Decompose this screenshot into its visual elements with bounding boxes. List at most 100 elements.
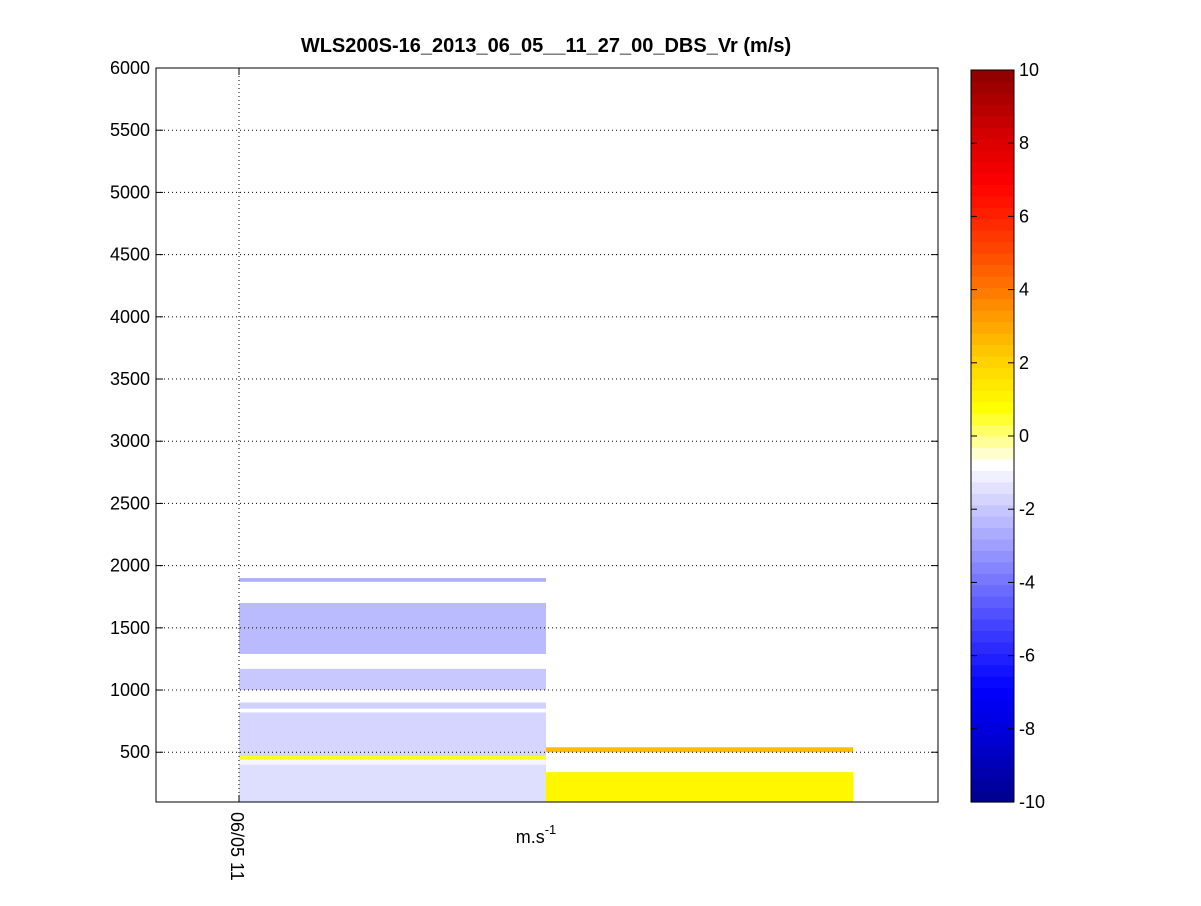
colorbar-band bbox=[971, 596, 1014, 609]
colorbar-band bbox=[971, 424, 1014, 437]
plot-frame bbox=[155, 67, 939, 803]
colorbar-band bbox=[971, 630, 1014, 643]
heatmap-cell bbox=[546, 772, 853, 802]
heatmap-cell bbox=[239, 602, 546, 654]
y-tick-label: 5500 bbox=[110, 120, 150, 140]
colorbar-band bbox=[971, 92, 1014, 105]
colorbar-tick-label: -10 bbox=[1019, 792, 1045, 812]
colorbar-band bbox=[971, 81, 1014, 94]
colorbar-tick-label: -4 bbox=[1019, 572, 1035, 592]
colorbar-band bbox=[971, 447, 1014, 460]
colorbar-band bbox=[971, 275, 1014, 288]
colorbar-band bbox=[971, 333, 1014, 346]
colorbar: -10 -8 -6 -4 -2 0 2 4 6 8 10 bbox=[970, 60, 1045, 812]
colorbar-band bbox=[971, 493, 1014, 506]
colorbar-band bbox=[971, 676, 1014, 689]
y-tick-label: 5000 bbox=[110, 182, 150, 202]
colorbar-band bbox=[971, 344, 1014, 357]
colorbar-band bbox=[971, 790, 1014, 803]
colorbar-band bbox=[971, 150, 1014, 163]
colorbar-band bbox=[971, 207, 1014, 220]
colorbar-band bbox=[971, 561, 1014, 574]
heatmap-cell bbox=[239, 668, 546, 691]
colorbar-tick-label: -6 bbox=[1019, 646, 1035, 666]
colorbar-band bbox=[971, 264, 1014, 277]
colorbar-band bbox=[971, 367, 1014, 380]
y-tick-label: 500 bbox=[120, 742, 150, 762]
colorbar-band bbox=[971, 390, 1014, 403]
colorbar-band bbox=[971, 230, 1014, 243]
colorbar-band bbox=[971, 550, 1014, 563]
colorbar-band bbox=[971, 516, 1014, 529]
colorbar-band bbox=[971, 172, 1014, 185]
y-tick-label: 1500 bbox=[110, 618, 150, 638]
y-tick-label: 3000 bbox=[110, 431, 150, 451]
colorbar-band bbox=[971, 298, 1014, 311]
colorbar-band bbox=[971, 584, 1014, 597]
colorbar-tick-label: -8 bbox=[1019, 719, 1035, 739]
colorbar-tick-label: 10 bbox=[1019, 60, 1039, 80]
colorbar-band bbox=[971, 287, 1014, 300]
heatmap-cell bbox=[239, 755, 546, 760]
colorbar-band bbox=[971, 115, 1014, 128]
colorbar-band bbox=[971, 401, 1014, 414]
colorbar-band bbox=[971, 127, 1014, 140]
heatmap-cell bbox=[239, 759, 546, 765]
colorbar-band bbox=[971, 687, 1014, 700]
colorbar-band bbox=[971, 241, 1014, 254]
colorbar-band bbox=[971, 756, 1014, 769]
colorbar-band bbox=[971, 195, 1014, 208]
heatmap-cell bbox=[239, 702, 546, 709]
colorbar-band bbox=[971, 607, 1014, 620]
colorbar-band bbox=[971, 699, 1014, 712]
plot-area bbox=[156, 68, 938, 802]
x-tick-label: 06/05 11 bbox=[227, 812, 247, 881]
colorbar-band bbox=[971, 779, 1014, 792]
heatmap-cell bbox=[239, 578, 546, 582]
colorbar-band bbox=[971, 664, 1014, 677]
colorbar-band bbox=[971, 710, 1014, 723]
colorbar-tick-label: 2 bbox=[1019, 353, 1029, 373]
colorbar-band bbox=[971, 355, 1014, 368]
colorbar-band bbox=[971, 70, 1014, 83]
colorbar-band bbox=[971, 218, 1014, 231]
colorbar-band bbox=[971, 310, 1014, 323]
y-tick-label: 2000 bbox=[110, 556, 150, 576]
colorbar-band bbox=[971, 138, 1014, 151]
colorbar-tick-label: 6 bbox=[1019, 206, 1029, 226]
colorbar-band bbox=[971, 470, 1014, 483]
colorbar-band bbox=[971, 458, 1014, 471]
colorbar-band bbox=[971, 413, 1014, 426]
colorbar-tick-label: -2 bbox=[1019, 499, 1035, 519]
y-tick-label: 2500 bbox=[110, 493, 150, 513]
colorbar-band bbox=[971, 619, 1014, 632]
x-axis-label: m.s-1 bbox=[516, 822, 557, 847]
colorbar-band bbox=[971, 573, 1014, 586]
colorbar-band bbox=[971, 104, 1014, 117]
y-tick-label: 4000 bbox=[110, 307, 150, 327]
x-axis: 06/05 11 bbox=[227, 68, 247, 881]
colorbar-band bbox=[971, 161, 1014, 174]
colorbar-band bbox=[971, 184, 1014, 197]
colorbar-band bbox=[971, 538, 1014, 551]
y-tick-label: 6000 bbox=[110, 58, 150, 78]
colorbar-band bbox=[971, 733, 1014, 746]
y-axis: 500 1000 1500 2000 2500 3000 3500 4000 4500 5000 5… bbox=[110, 58, 938, 762]
colorbar-band bbox=[971, 253, 1014, 266]
colorbar-band bbox=[971, 653, 1014, 666]
colorbar-tick-label: 0 bbox=[1019, 426, 1029, 446]
colorbar-band bbox=[971, 721, 1014, 734]
chart-title: WLS200S-16_2013_06_05__11_27_00_DBS_Vr (… bbox=[301, 35, 791, 57]
colorbar-band bbox=[971, 744, 1014, 757]
colorbar-band bbox=[971, 481, 1014, 494]
colorbar-band bbox=[971, 321, 1014, 334]
colorbar-tick-label: 8 bbox=[1019, 133, 1029, 153]
colorbar-band bbox=[971, 641, 1014, 654]
colorbar-tick-label: 4 bbox=[1019, 280, 1029, 300]
heatmap-cell bbox=[239, 712, 546, 756]
colorbar-band bbox=[971, 767, 1014, 780]
heatmap-columns bbox=[239, 578, 853, 802]
colorbar-band bbox=[971, 504, 1014, 517]
y-tick-label: 3500 bbox=[110, 369, 150, 389]
